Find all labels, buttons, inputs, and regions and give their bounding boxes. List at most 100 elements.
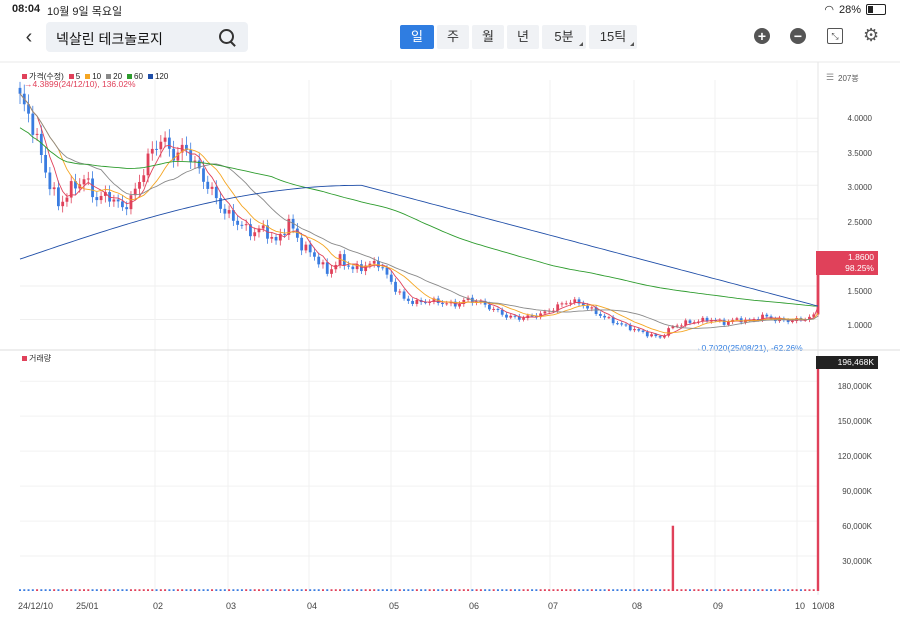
volume-bar (676, 589, 679, 591)
x-tick-label: 08 (632, 601, 643, 611)
candle-body (488, 304, 491, 310)
candle-body (466, 297, 470, 301)
status-date: 10월 9일 목요일 (47, 6, 123, 18)
candle-body (470, 297, 474, 303)
zoom-out-icon[interactable]: − (790, 28, 806, 44)
candle-body (556, 304, 560, 311)
candle-body (278, 233, 282, 241)
volume-bar (296, 589, 299, 591)
chart-legend: 가격(수정) 5 10 20 60 120 (22, 71, 168, 82)
volume-bar (642, 589, 645, 591)
ma-line-5 (19, 93, 819, 337)
candle-body (735, 318, 739, 320)
volume-bar (522, 589, 525, 591)
period-tab[interactable]: 주 (437, 25, 469, 49)
price-tick: 1.0000 (847, 321, 872, 330)
volume-bar (770, 589, 773, 591)
legend-swatch (127, 74, 133, 79)
volume-bar (799, 589, 802, 591)
volume-bar (757, 589, 760, 591)
candle-body (680, 325, 683, 327)
candle-body (31, 113, 35, 135)
bar-count-label: 207봉 (838, 74, 859, 83)
candle-body (641, 330, 645, 332)
period-tab[interactable]: 일 (400, 25, 434, 49)
volume-bar (535, 589, 538, 591)
volume-bar (765, 589, 768, 591)
volume-bar (232, 589, 235, 591)
volume-bar (740, 589, 743, 591)
search-icon[interactable] (219, 29, 234, 44)
volume-bar (432, 589, 435, 591)
volume-bar (688, 589, 691, 591)
candle-body (598, 313, 602, 316)
stock-name: 넥살린 테크놀로지 (56, 31, 163, 47)
volume-bar (479, 589, 482, 591)
volume-bar (257, 589, 260, 591)
candle-body (330, 269, 333, 274)
volume-bar (624, 589, 627, 591)
candle-body (35, 133, 39, 135)
candle-body (99, 195, 103, 201)
candle-body (351, 266, 355, 270)
menu-icon[interactable]: ☰ (826, 72, 835, 82)
volume-bar (543, 589, 546, 591)
volume-bar (663, 589, 666, 591)
candle-body (283, 233, 286, 235)
volume-bar (595, 589, 598, 591)
volume-bar (155, 589, 158, 591)
price-tick: 3.0000 (847, 183, 872, 192)
candle-body (257, 228, 261, 233)
current-change: 98.25% (845, 263, 874, 273)
volume-bar (70, 589, 73, 591)
volume-bar (420, 589, 423, 591)
volume-bar (778, 589, 781, 591)
period-tab-label: 일 (411, 29, 423, 44)
volume-bar (390, 589, 393, 591)
period-tab-label: 15틱 (599, 29, 627, 44)
x-tick-label: 02 (153, 601, 164, 611)
candle-body (586, 305, 589, 309)
volume-bar (496, 589, 499, 591)
volume-tick: 60,000K (842, 522, 872, 531)
high-annotation: →4.3899(24/12/10), 136.02% (24, 79, 136, 89)
candle-body (761, 314, 764, 320)
candle-body (543, 311, 547, 314)
period-tab[interactable]: 월 (472, 25, 504, 49)
candle-body (274, 236, 278, 241)
volume-bar (125, 589, 128, 591)
candle-body (185, 144, 188, 151)
candle-body (590, 307, 594, 309)
volume-bar (275, 589, 278, 591)
volume-bar (744, 589, 747, 591)
back-arrow-icon[interactable]: ‹ (25, 26, 33, 48)
collapse-icon[interactable]: ⤡ (827, 28, 843, 44)
stock-search-box[interactable]: 넥살린 테크놀로지 (46, 22, 248, 52)
candle-body (116, 199, 120, 202)
volume-bar (185, 589, 188, 591)
volume-bar (181, 589, 184, 591)
candle-body (692, 322, 696, 324)
candle-body (688, 320, 692, 323)
volume-bar (91, 589, 94, 591)
dropdown-corner-icon (579, 42, 583, 46)
candle-body (112, 199, 116, 202)
gear-icon[interactable]: ⚙ (863, 25, 880, 45)
period-tab[interactable]: 5분 (542, 25, 586, 49)
candle-body (539, 313, 543, 318)
volume-bar (752, 589, 755, 591)
volume-bar (671, 525, 675, 591)
volume-bar (211, 589, 214, 591)
legend-label: 10 (92, 72, 102, 81)
zoom-in-icon[interactable]: + (754, 28, 770, 44)
period-tab[interactable]: 년 (507, 25, 539, 49)
volume-bar (95, 589, 98, 591)
candle-body (52, 187, 56, 190)
volume-bar (100, 589, 103, 591)
candle-body (628, 324, 632, 331)
candle-body (342, 254, 346, 266)
volume-bar (339, 589, 342, 591)
period-tab[interactable]: 15틱 (589, 25, 637, 49)
legend-label: 20 (113, 72, 123, 81)
